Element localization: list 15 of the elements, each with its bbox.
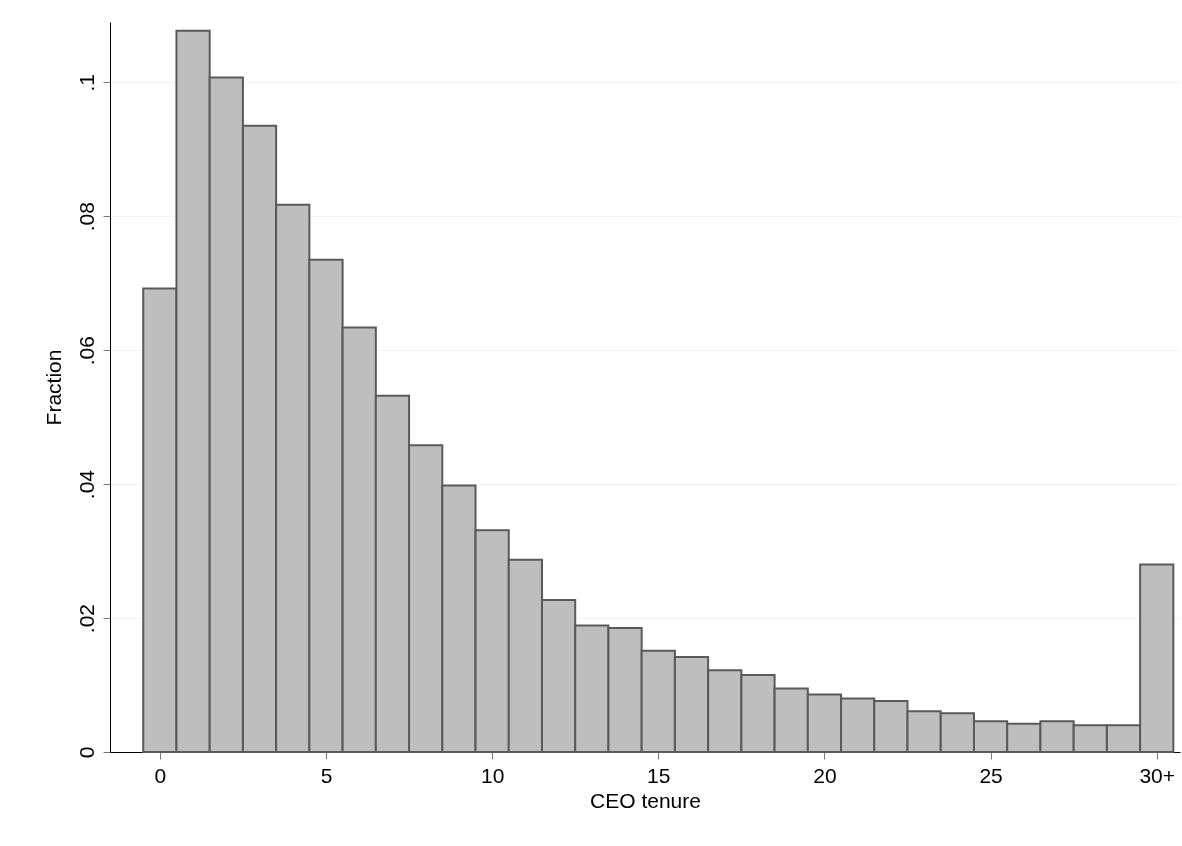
y-tick-label: 0 [74,746,98,759]
y-tick-label: .06 [74,336,98,366]
y-tick-label: .04 [74,469,98,500]
y-axis-title: Fraction [41,349,65,426]
x-tick-label: 10 [480,763,505,787]
x-tick-label: 0 [154,763,167,787]
x-tick-label: 25 [979,763,1003,787]
x-tick-label: 5 [320,763,333,787]
x-tick-label: 15 [647,763,671,787]
y-tick-label: .08 [74,202,98,232]
y-tick-label: .1 [74,74,98,92]
y-tick-label: .02 [74,603,98,634]
x-tick-label: 30+ [1139,763,1176,787]
x-tick-label: 20 [813,763,837,787]
x-axis-title: CEO tenure [590,788,701,812]
